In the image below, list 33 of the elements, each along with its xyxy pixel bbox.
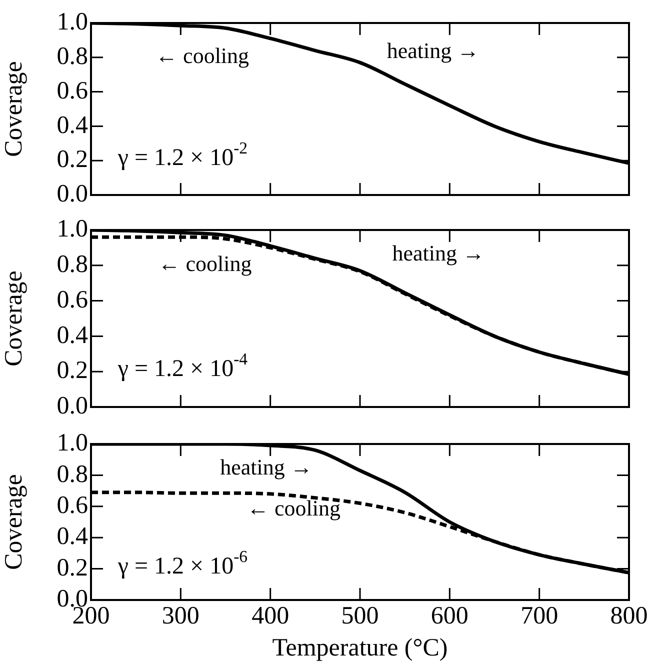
annotation: heating →: [392, 240, 485, 266]
annotation: ← cooling: [158, 251, 252, 276]
x-tick-label: 500: [341, 602, 379, 630]
y-tick-label: 0.0: [56, 180, 88, 208]
y-tick-label: 0.6: [56, 77, 88, 104]
y-tick-label: 1.0: [56, 8, 88, 36]
y-tick-label: 1.0: [56, 216, 88, 243]
x-tick-label: 400: [252, 602, 290, 630]
y-tick-label: 0.2: [56, 146, 88, 174]
y-tick-label: 1.0: [56, 430, 88, 457]
y-tick-label: 0.4: [56, 322, 88, 349]
x-tick-label: 700: [520, 602, 558, 630]
y-tick-label: 0.8: [56, 250, 88, 278]
annotation: heating →: [220, 454, 312, 480]
y-axis-title: Coverage: [0, 474, 28, 570]
y-axis-title: Coverage: [0, 61, 28, 157]
y-tick-label: 0.2: [56, 554, 88, 582]
y-tick-label: 0.8: [56, 460, 88, 488]
x-tick-label: 600: [430, 602, 468, 630]
annotation: ← cooling: [156, 43, 250, 68]
y-tick-label: 0.2: [56, 357, 88, 384]
annotation: ← cooling: [247, 495, 341, 520]
y-tick-label: 0.6: [56, 492, 88, 519]
y-tick-label: 0.4: [56, 112, 88, 139]
y-tick-label: 0.8: [56, 42, 88, 70]
x-tick-label: 300: [162, 602, 200, 630]
annotation: heating →: [386, 38, 480, 64]
y-tick-label: 0.6: [56, 286, 88, 314]
y-tick-label: 0.4: [56, 523, 88, 550]
x-tick-label: 800: [610, 602, 648, 630]
x-axis-title: Temperature (°C): [272, 634, 448, 662]
y-axis-title: Coverage: [0, 270, 28, 366]
y-tick-label: 0.0: [56, 392, 88, 420]
